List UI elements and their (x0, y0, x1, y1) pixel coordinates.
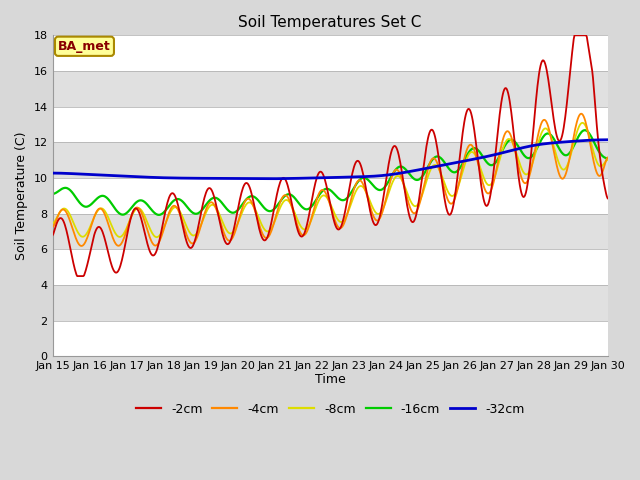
-32cm (195, 175, 202, 181)
-8cm (195, 227, 203, 232)
-16cm (49, 191, 56, 197)
-4cm (604, 155, 611, 160)
-8cm (604, 157, 611, 163)
Bar (52, 178, 607, 214)
-16cm (580, 127, 588, 133)
-16cm (323, 186, 330, 192)
Y-axis label: Soil Temperature (C): Soil Temperature (C) (15, 132, 28, 260)
Legend: -2cm, -4cm, -8cm, -16cm, -32cm: -2cm, -4cm, -8cm, -16cm, -32cm (131, 398, 529, 420)
-4cm (49, 224, 56, 230)
-2cm (554, 135, 561, 141)
-2cm (604, 195, 611, 201)
-2cm (49, 232, 56, 238)
Bar (52, 249, 607, 285)
-8cm (49, 220, 56, 226)
-32cm (323, 175, 330, 180)
-16cm (431, 155, 439, 160)
Bar (52, 214, 607, 249)
-2cm (323, 182, 330, 188)
Line: -8cm: -8cm (52, 123, 607, 237)
-8cm (323, 194, 330, 200)
-4cm (323, 191, 330, 197)
-32cm (376, 173, 384, 179)
Line: -4cm: -4cm (52, 114, 607, 246)
Line: -32cm: -32cm (52, 140, 607, 179)
Bar (52, 36, 607, 71)
-2cm (571, 33, 579, 38)
Line: -2cm: -2cm (52, 36, 607, 276)
-16cm (554, 143, 561, 148)
-4cm (431, 156, 439, 162)
-32cm (554, 140, 561, 145)
-2cm (431, 133, 439, 139)
Bar (52, 321, 607, 356)
-4cm (376, 215, 384, 220)
-16cm (195, 210, 203, 216)
-32cm (604, 137, 611, 143)
-32cm (260, 176, 268, 181)
Bar (52, 107, 607, 143)
-16cm (172, 197, 179, 203)
-8cm (153, 234, 161, 240)
-32cm (170, 175, 178, 181)
-16cm (604, 156, 611, 161)
-4cm (554, 166, 561, 171)
-8cm (376, 210, 384, 216)
-2cm (172, 193, 179, 199)
-4cm (78, 243, 86, 249)
Text: BA_met: BA_met (58, 40, 111, 53)
-8cm (172, 204, 179, 210)
Line: -16cm: -16cm (52, 130, 607, 215)
Title: Soil Temperatures Set C: Soil Temperatures Set C (238, 15, 422, 30)
-32cm (49, 170, 56, 176)
-32cm (431, 164, 439, 169)
-2cm (195, 220, 203, 226)
-2cm (74, 273, 81, 279)
-4cm (577, 111, 585, 117)
-8cm (579, 120, 586, 126)
-16cm (376, 187, 384, 193)
X-axis label: Time: Time (315, 372, 346, 385)
Bar (52, 71, 607, 107)
-8cm (554, 156, 561, 162)
-16cm (155, 212, 163, 218)
-2cm (376, 212, 384, 218)
-8cm (431, 162, 439, 168)
-4cm (195, 229, 203, 235)
Bar (52, 143, 607, 178)
-4cm (172, 203, 179, 209)
Bar (52, 285, 607, 321)
